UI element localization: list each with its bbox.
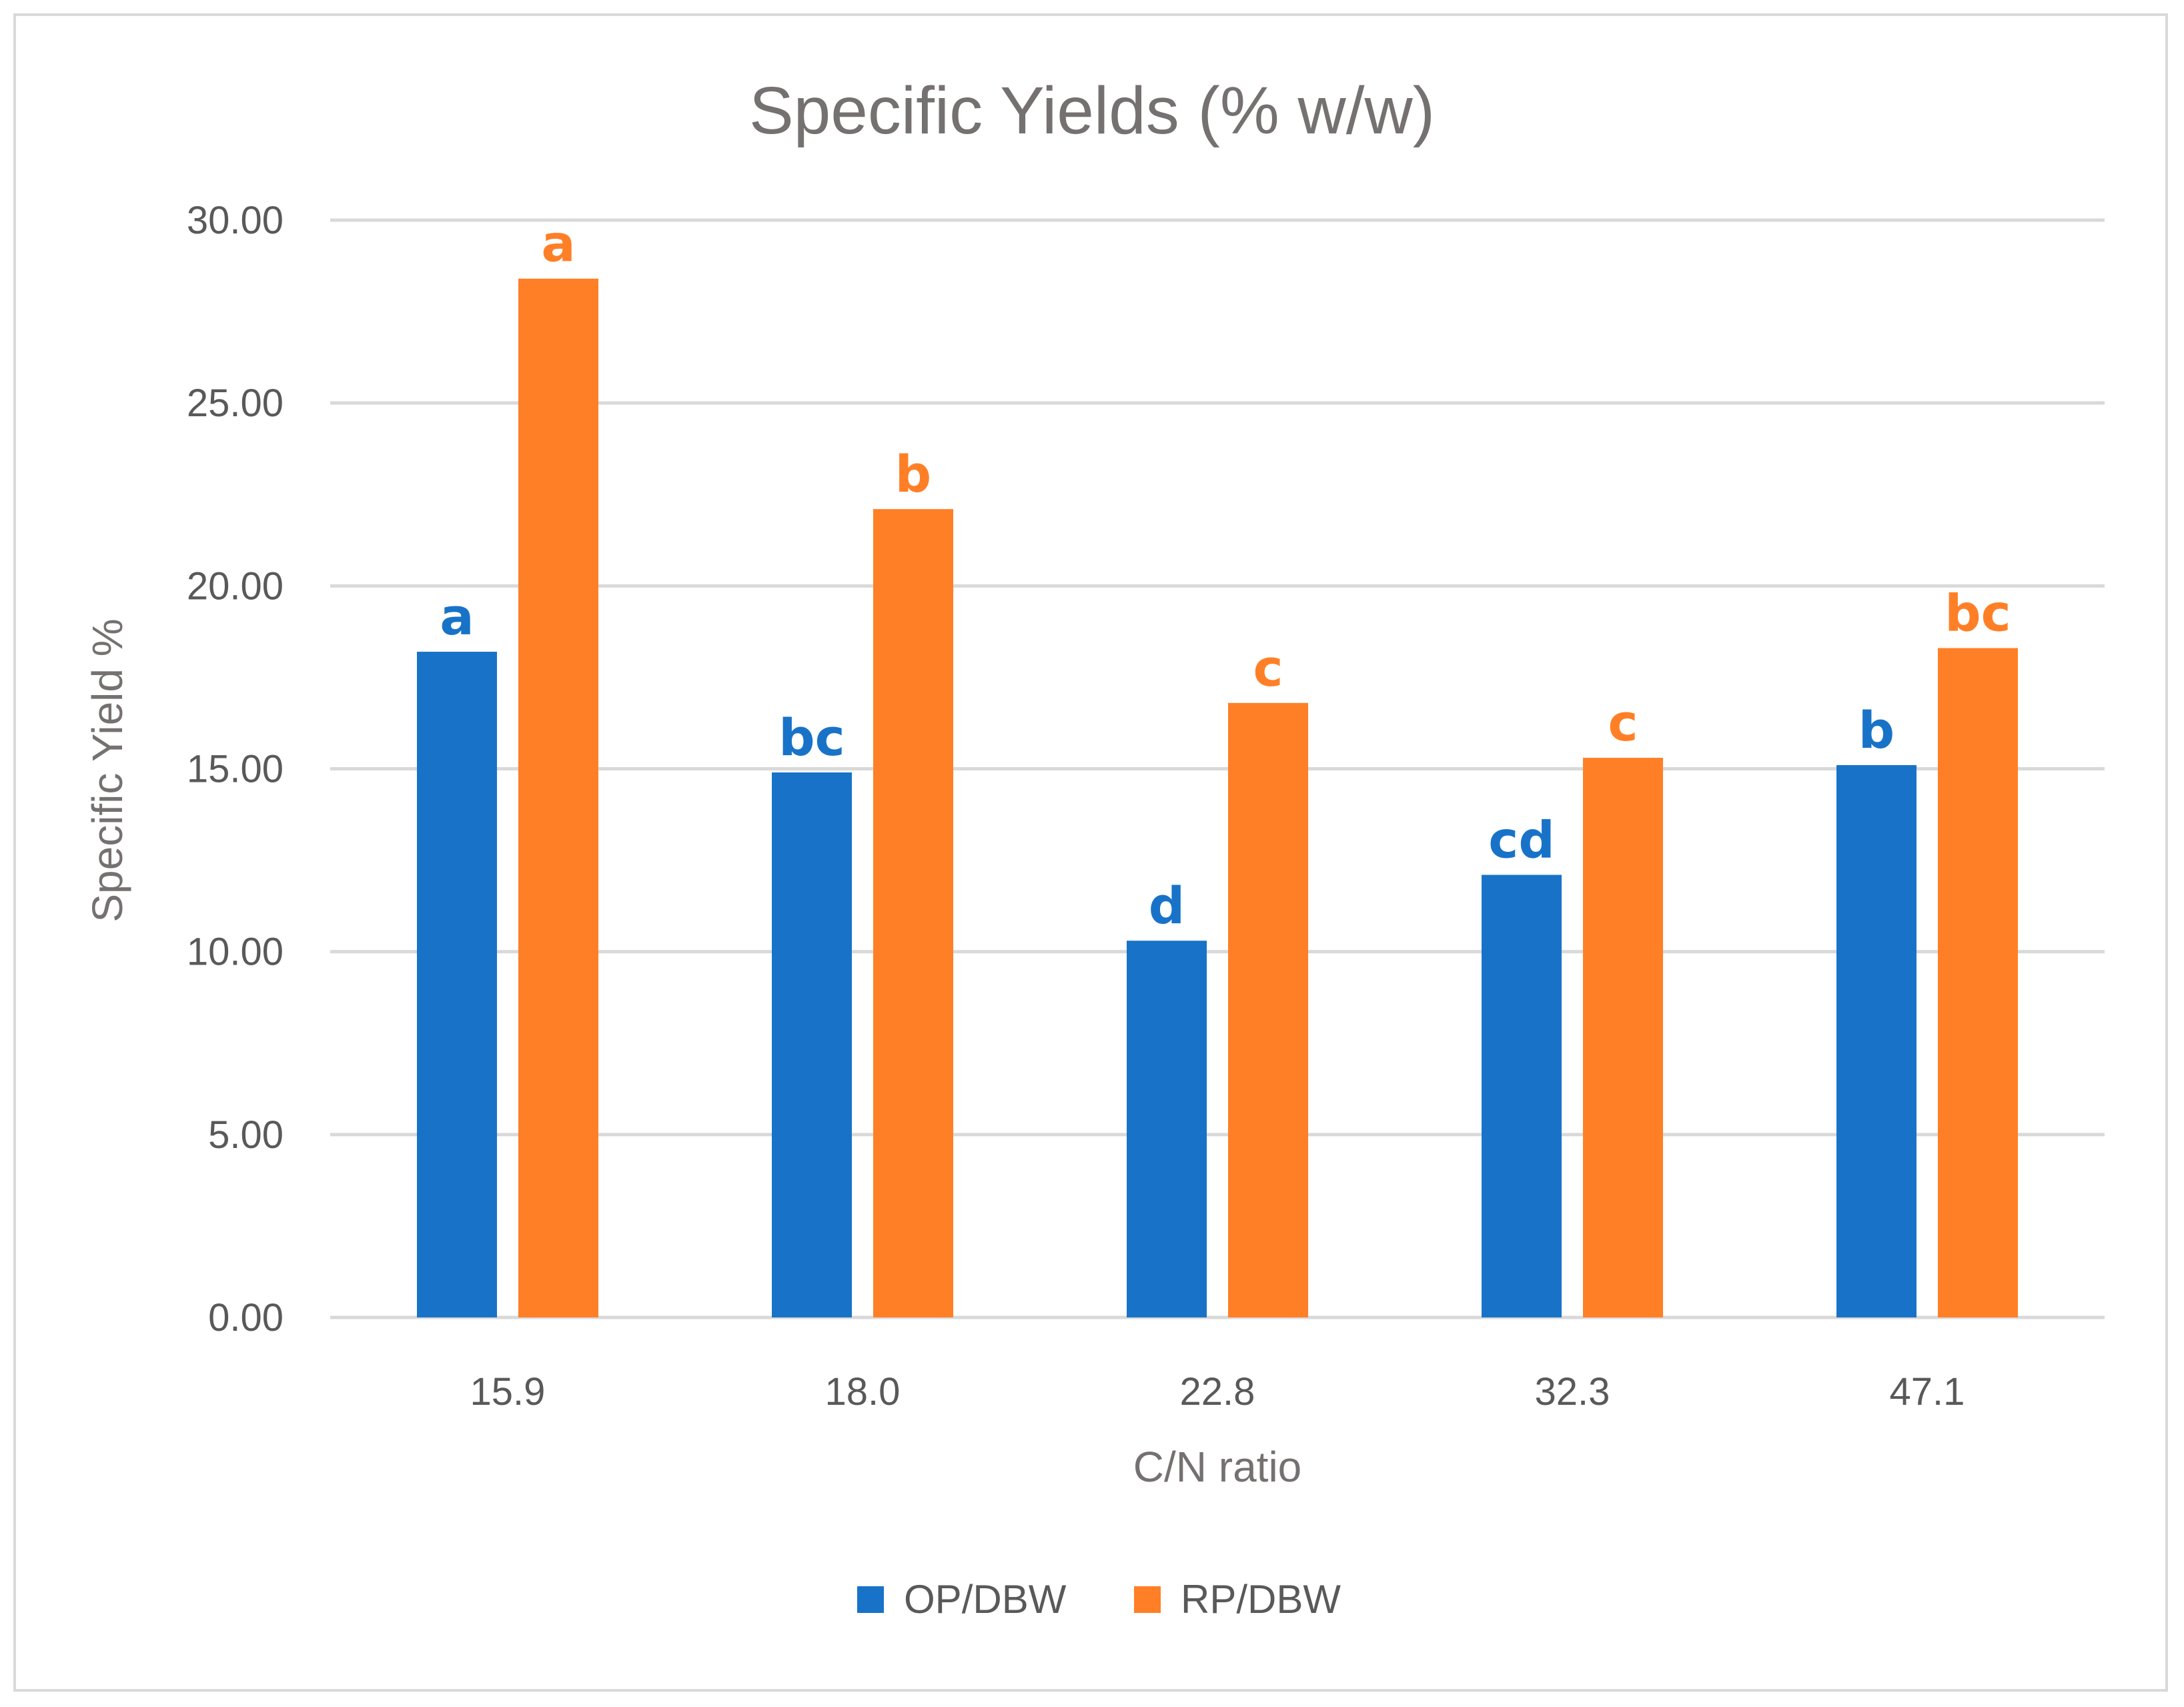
y-tick-label: 30.00 xyxy=(187,199,284,242)
bar-rp-dbw-47.1 xyxy=(1938,648,2018,1317)
significance-letter: d xyxy=(1149,876,1185,935)
significance-letter: cd xyxy=(1488,810,1554,870)
bar-op-dbw-18.0 xyxy=(772,772,852,1317)
bar-op-dbw-15.9 xyxy=(417,652,497,1317)
x-tick-label: 15.9 xyxy=(470,1370,546,1413)
significance-letter: b xyxy=(1858,700,1894,760)
bar-op-dbw-32.3 xyxy=(1482,875,1562,1317)
bar-op-dbw-22.8 xyxy=(1127,941,1207,1317)
chart-title: Specific Yields (% w/w) xyxy=(749,73,1435,148)
gridlines xyxy=(330,218,2105,1319)
y-tick-label: 0.00 xyxy=(208,1296,284,1339)
legend-swatch xyxy=(857,1586,884,1613)
y-tick-label: 20.00 xyxy=(187,564,284,608)
y-tick-label: 5.00 xyxy=(208,1113,284,1157)
bars xyxy=(417,278,2018,1317)
x-tick-label: 32.3 xyxy=(1535,1370,1610,1413)
x-tick-label: 18.0 xyxy=(825,1370,901,1413)
y-tick-label: 25.00 xyxy=(187,382,284,425)
chart-frame xyxy=(13,13,2168,1692)
legend-label: OP/DBW xyxy=(904,1577,1067,1622)
significance-letter: a xyxy=(440,587,474,646)
y-tick-label: 15.00 xyxy=(187,748,284,791)
x-axis-ticks: 15.9 18.0 22.8 32.3 47.1 xyxy=(470,1370,1965,1413)
legend-label: RP/DBW xyxy=(1181,1577,1341,1622)
significance-letter: a xyxy=(541,214,575,273)
y-axis-label: Specific Yield % xyxy=(83,618,131,922)
x-tick-label: 47.1 xyxy=(1890,1370,1965,1413)
significance-letter: bc xyxy=(1945,584,2011,643)
significance-letter: c xyxy=(1608,693,1638,752)
bar-rp-dbw-18.0 xyxy=(873,509,953,1317)
y-tick-label: 10.00 xyxy=(187,931,284,974)
bar-rp-dbw-32.3 xyxy=(1583,758,1663,1317)
y-axis-ticks: 0.00 5.00 10.00 15.00 20.00 25.00 30.00 xyxy=(187,199,284,1339)
significance-letter: c xyxy=(1253,638,1283,698)
legend: OP/DBW RP/DBW xyxy=(857,1577,1341,1622)
bar-rp-dbw-22.8 xyxy=(1228,702,1308,1317)
bar-op-dbw-47.1 xyxy=(1836,765,1917,1317)
significance-letter: bc xyxy=(778,708,845,767)
bar-rp-dbw-15.9 xyxy=(518,278,598,1317)
significance-letter: b xyxy=(895,444,931,504)
legend-swatch xyxy=(1134,1586,1161,1613)
x-tick-label: 22.8 xyxy=(1180,1370,1255,1413)
x-axis-label: C/N ratio xyxy=(1133,1443,1302,1491)
